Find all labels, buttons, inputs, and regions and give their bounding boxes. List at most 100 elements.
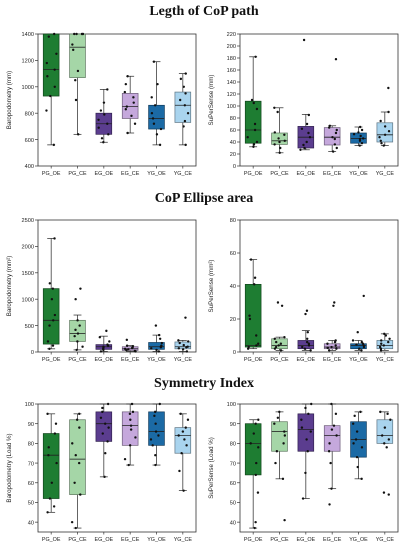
data-point [387,130,391,133]
data-point [283,335,286,339]
data-point [76,319,79,322]
data-point [280,304,284,307]
y-tick-label: 60 [230,251,236,257]
data-point [334,344,337,347]
data-point [360,349,363,352]
data-point [97,118,100,122]
data-point [253,122,257,126]
data-point [335,128,338,132]
data-point [183,119,187,123]
data-point [158,402,161,406]
box-pg-oe [42,288,60,345]
data-point [283,518,286,522]
data-point [55,52,58,55]
x-tick-label: YG_OE [147,357,166,363]
y-tick-label: 80 [230,442,236,448]
data-point [254,55,257,58]
data-point [254,473,257,477]
y-tick-label: 40 [230,520,236,526]
data-point [383,442,386,445]
box-eg-oe [95,411,113,442]
data-point [333,143,337,146]
y-tick-label: 100 [25,402,34,408]
x-tick-label: PG_OE [244,537,263,543]
data-point [103,422,107,425]
data-point [274,461,277,465]
data-point [47,454,50,457]
data-point [73,32,76,36]
data-point [252,432,255,435]
y-tick-label: 50 [230,501,236,507]
x-tick-label: PG_OE [42,357,61,363]
data-point [177,347,181,350]
data-point [178,98,182,102]
data-point [385,446,388,449]
x-tick-label: EG_CE [323,171,342,177]
data-point [328,442,331,445]
data-point [273,337,276,340]
y-tick-label: 2000 [22,245,34,251]
data-point [52,505,56,508]
data-point [355,430,359,433]
data-point [53,237,56,240]
x-tick-label: PG_OE [244,357,263,363]
data-point [106,343,109,346]
data-point [127,463,130,467]
data-point [279,146,282,150]
data-point [79,493,82,496]
data-point [309,430,312,433]
data-point [52,143,56,147]
data-point [51,344,55,347]
data-point [81,345,84,348]
data-point [155,348,158,352]
data-point [154,324,158,327]
data-point [257,418,260,421]
data-point [387,110,390,114]
box-pg-oe [244,100,262,144]
box-pg-ce [69,419,86,495]
data-point [362,294,365,298]
data-point [133,122,137,125]
data-point [356,331,359,334]
data-point [304,406,307,410]
data-point [125,105,129,108]
x-tick-label: YG_CE [174,171,193,177]
data-point [154,454,157,457]
data-point [177,339,180,342]
data-point [106,440,109,443]
section-title-cop-path: Legth of CoP path [149,4,259,19]
data-point [333,137,336,141]
data-point [186,418,190,421]
data-point [327,450,331,453]
y-tick-label: 90 [230,422,236,428]
data-point [152,60,156,63]
data-point [127,348,130,351]
y-tick-label: 60 [230,128,236,134]
box-pg-ce [271,338,288,350]
data-point [53,313,57,317]
section-title-ellipse-area: CoP Ellipse area [154,191,254,206]
data-point [46,75,49,78]
y-tick-label: 70 [230,461,236,467]
data-point [46,340,50,343]
chart-cop-path-supersense: 0 20 40 60 80 100 120 140 160 180 200 220 SuPerSense… [208,32,399,177]
data-point [360,340,363,344]
data-point [157,434,160,437]
data-point [358,139,362,142]
data-point [184,143,187,147]
data-point [186,345,189,348]
data-point [50,481,54,484]
y-axis-label: Baropodometry (mm) [6,71,13,129]
chart-cop-path-baropodometry: 400 600 800 1000 1200 1400 Baropodometry (mm) P… [6,32,197,177]
y-tick-label: 500 [25,324,34,330]
data-point [107,133,110,136]
data-point [126,131,129,135]
data-point [249,258,253,261]
y-tick-label: 1200 [22,59,34,65]
data-point [278,410,281,414]
data-point [134,436,137,439]
data-point [273,347,277,350]
data-point [333,301,336,304]
data-point [74,298,77,301]
data-point [300,127,304,130]
